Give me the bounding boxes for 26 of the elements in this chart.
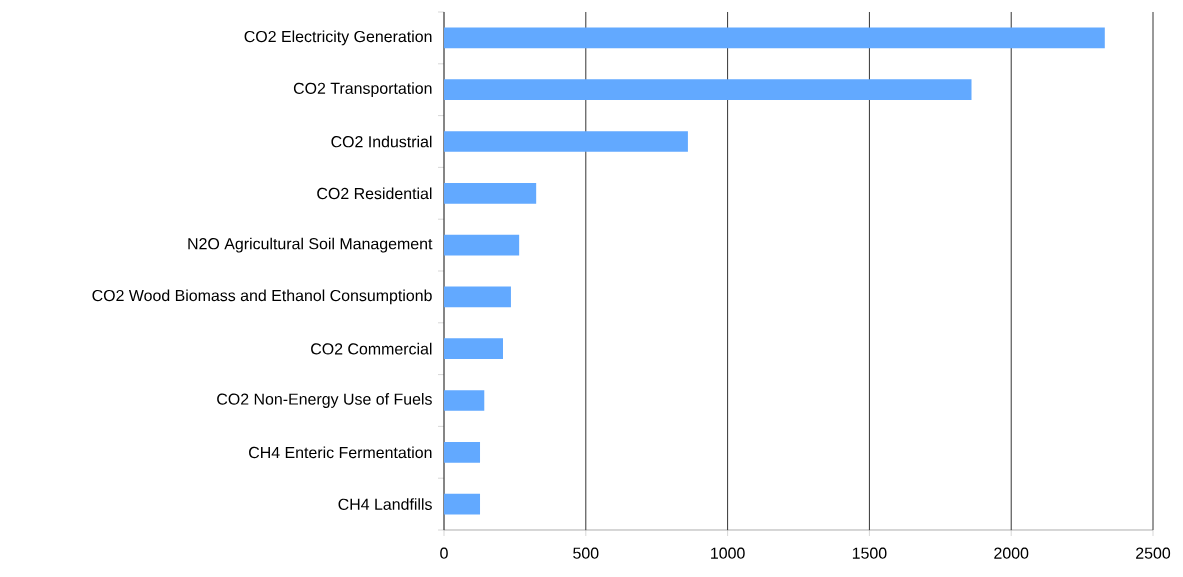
x-tick-label: 2500	[1136, 547, 1171, 559]
y-tick-label: N2O Agricultural Soil Management	[188, 237, 433, 253]
y-tick-label: CO2 Wood Biomass and Ethanol Consumptionb	[92, 289, 432, 305]
bar	[444, 234, 520, 256]
bar	[444, 338, 503, 360]
bar	[444, 286, 511, 308]
bar	[444, 27, 1105, 49]
bar	[444, 182, 537, 204]
x-tick-label: 0	[440, 547, 448, 559]
y-tick-label: CO2 Residential	[317, 187, 432, 200]
bar	[444, 131, 688, 152]
y-tick-label: CO2 Electricity Generation	[244, 30, 432, 46]
y-tick-label: CO2 Commercial	[311, 342, 432, 355]
bar	[444, 441, 481, 463]
bar	[444, 390, 485, 411]
bar	[444, 493, 481, 515]
x-tick-label: 500	[573, 547, 599, 559]
y-tick-label: CH4 Enteric Fermentation	[249, 446, 432, 459]
y-tick-label: CH4 Landfills	[338, 498, 432, 510]
y-tick-label: CO2 Transportation	[293, 82, 432, 98]
x-tick-label: 1500	[852, 547, 887, 559]
y-tick-label: CO2 Non-Energy Use of Fuels	[217, 393, 432, 408]
y-tick-label: CO2 Industrial	[331, 135, 432, 148]
x-tick-label: 1000	[711, 547, 745, 559]
x-tick-label: 2000	[994, 547, 1029, 559]
bar	[444, 79, 972, 101]
